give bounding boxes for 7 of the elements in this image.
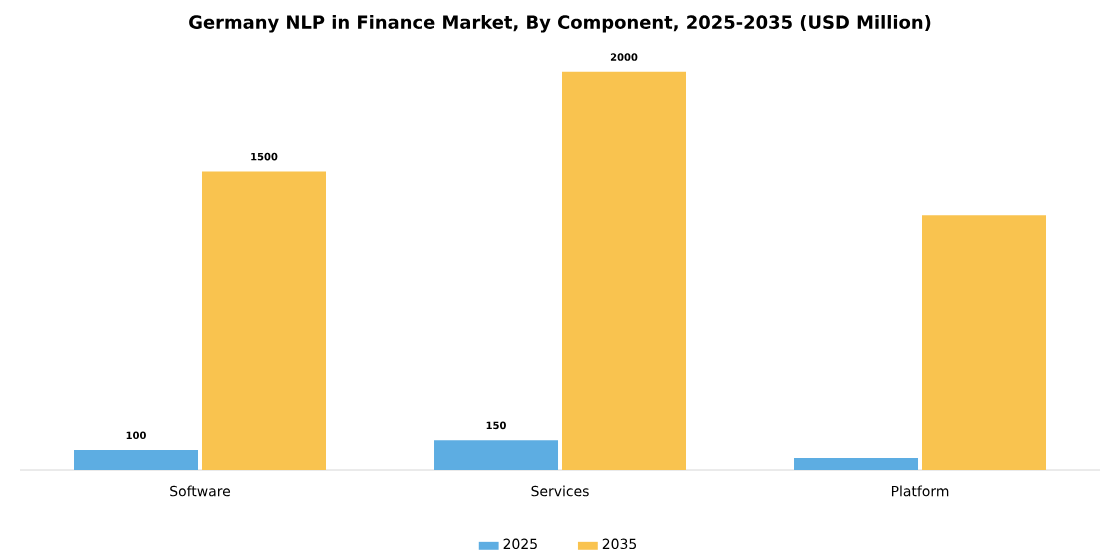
chart-title: Germany NLP in Finance Market, By Component, 2025-2035 (USD Million)	[189, 15, 931, 33]
bar	[562, 71, 686, 470]
bar	[74, 450, 199, 470]
bar	[434, 440, 559, 470]
bar	[794, 458, 919, 470]
bar	[201, 171, 326, 470]
bar	[922, 215, 1047, 470]
